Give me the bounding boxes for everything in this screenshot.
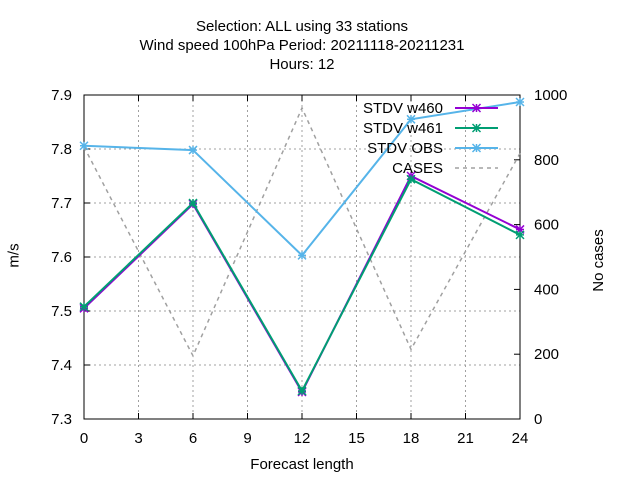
legend-label-stdv-obs: STDV OBS — [367, 140, 443, 157]
x-tick-label: 15 — [348, 430, 365, 447]
data-point-stdv-obs — [406, 114, 416, 124]
data-point-stdv-obs — [79, 141, 89, 151]
y2-tick-label: 200 — [534, 346, 559, 363]
x-tick-label: 24 — [512, 430, 529, 447]
y-tick-label: 7.9 — [51, 87, 72, 104]
y2-tick-label: 600 — [534, 217, 559, 234]
x-tick-label: 21 — [457, 430, 474, 447]
x-axis-label: Forecast length — [250, 456, 354, 473]
data-point-stdv-w461 — [297, 386, 307, 396]
x-tick-label: 9 — [243, 430, 251, 447]
y2-axis-label: No cases — [589, 229, 607, 292]
legend-marker-stdv-w461 — [471, 123, 482, 133]
legend-label-cases: CASES — [392, 160, 443, 177]
x-tick-label: 12 — [294, 430, 311, 447]
y2-tick-label: 800 — [534, 152, 559, 169]
data-point-stdv-obs — [515, 97, 525, 107]
plot-frame — [83, 94, 521, 420]
legend-label-stdv-w460: STDV w460 — [363, 100, 443, 117]
y-axis-label: m/s — [5, 243, 23, 268]
data-point-stdv-w461 — [515, 230, 525, 240]
data-point-stdv-w461 — [406, 174, 416, 184]
x-tick-label: 3 — [134, 430, 142, 447]
y-tick-label: 7.6 — [51, 249, 72, 266]
y-tick-label: 7.4 — [51, 357, 72, 374]
y-tick-label: 7.5 — [51, 303, 72, 320]
x-tick-label: 0 — [80, 430, 88, 447]
x-tick-label: 6 — [189, 430, 197, 447]
series-line-cases — [83, 106, 521, 358]
y2-tick-label: 0 — [534, 411, 542, 428]
y-tick-label: 7.7 — [51, 195, 72, 212]
chart-title-line-3: Hours: 12 — [269, 56, 335, 73]
chart-title-line-2: Wind speed 100hPa Period: 20211118-20211… — [139, 37, 465, 54]
data-point-stdv-obs — [297, 250, 307, 260]
series-line-stdv-w460 — [83, 174, 521, 395]
y2-tick-label: 400 — [534, 281, 559, 298]
legend-marker-stdv-w460 — [471, 103, 482, 113]
x-tick-label: 18 — [403, 430, 420, 447]
data-point-stdv-w461 — [79, 302, 89, 312]
legend-label-stdv-w461: STDV w461 — [363, 120, 443, 137]
legend-marker-stdv-obs — [471, 143, 482, 153]
y2-tick-label: 1000 — [534, 87, 567, 104]
data-point-stdv-obs — [188, 145, 198, 155]
chart-title-line-1: Selection: ALL using 33 stations — [195, 18, 409, 35]
y-tick-label: 7.8 — [51, 141, 72, 158]
y-tick-label: 7.3 — [51, 411, 72, 428]
data-point-stdv-w461 — [188, 198, 198, 208]
